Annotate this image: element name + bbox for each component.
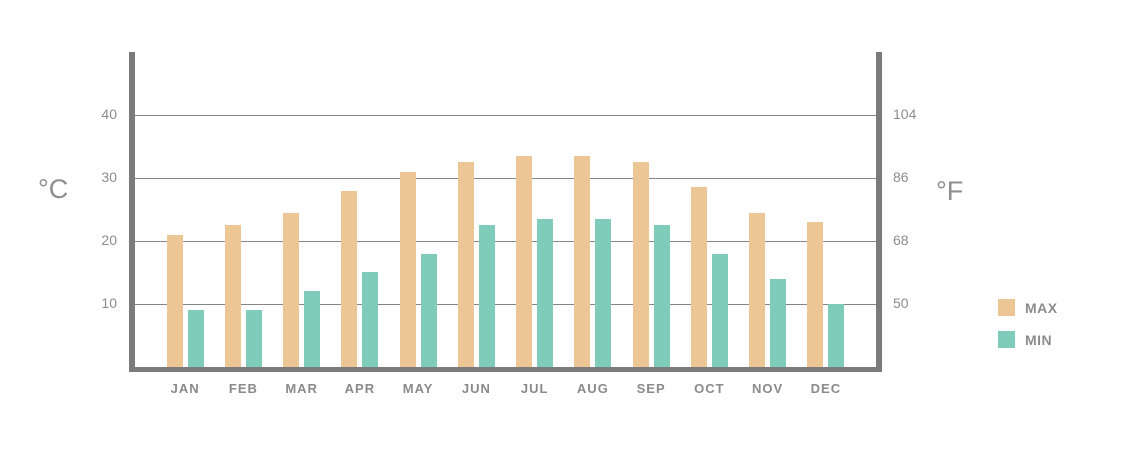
left-axis-spine bbox=[129, 52, 135, 372]
month-label-dec: DEC bbox=[810, 381, 842, 396]
bar-min-jan bbox=[187, 310, 204, 367]
legend-item-max: MAX bbox=[998, 299, 1058, 316]
bar-max-dec bbox=[807, 222, 824, 367]
bar-group-jul bbox=[506, 52, 564, 367]
celsius-tick-30: 30 bbox=[101, 169, 117, 185]
gridline-30 bbox=[135, 178, 876, 179]
min-legend-label: MIN bbox=[1025, 331, 1053, 348]
bar-min-dec bbox=[828, 304, 845, 367]
bar-max-apr bbox=[341, 191, 358, 367]
celsius-tick-20: 20 bbox=[101, 232, 117, 248]
celsius-tick-10: 10 bbox=[101, 295, 117, 311]
month-label-sep: SEP bbox=[636, 381, 666, 396]
celsius-axis-unit-label: °C bbox=[38, 174, 69, 204]
bar-group-may bbox=[389, 52, 447, 367]
bar-max-jan bbox=[166, 235, 183, 367]
bar-min-mar bbox=[304, 291, 321, 367]
bar-min-jul bbox=[537, 219, 554, 367]
bar-max-feb bbox=[224, 225, 241, 367]
bar-max-oct bbox=[690, 187, 707, 367]
bar-group-sep bbox=[622, 52, 680, 367]
fahrenheit-tick-86: 86 bbox=[893, 169, 909, 185]
month-label-oct: OCT bbox=[694, 381, 725, 396]
celsius-tick-40: 40 bbox=[101, 106, 117, 122]
bar-group-aug bbox=[564, 52, 622, 367]
month-label-jun: JUN bbox=[461, 381, 491, 396]
bar-min-feb bbox=[245, 310, 262, 367]
month-label-mar: MAR bbox=[285, 381, 318, 396]
bar-group-dec bbox=[797, 52, 855, 367]
bar-max-may bbox=[399, 172, 416, 367]
month-labels-row: JAN FEB MAR APR MAY JUN JUL AUG SEP OCT NOV DEC bbox=[135, 381, 876, 399]
bar-group-nov bbox=[739, 52, 797, 367]
bar-group-jan bbox=[156, 52, 214, 367]
bar-min-apr bbox=[362, 272, 379, 367]
bar-max-jul bbox=[516, 156, 533, 367]
month-label-apr: APR bbox=[344, 381, 376, 396]
bottom-axis-spine bbox=[129, 367, 882, 372]
bar-group-feb bbox=[214, 52, 272, 367]
bar-group-apr bbox=[331, 52, 389, 367]
bar-max-nov bbox=[749, 213, 766, 367]
bar-group-oct bbox=[680, 52, 738, 367]
bar-max-jun bbox=[457, 162, 474, 367]
bar-min-oct bbox=[711, 254, 728, 367]
month-label-may: MAY bbox=[402, 381, 434, 396]
gridline-10 bbox=[135, 304, 876, 305]
fahrenheit-tick-104: 104 bbox=[893, 106, 917, 122]
bar-max-mar bbox=[283, 213, 300, 367]
fahrenheit-axis-unit-label: °F bbox=[936, 176, 964, 206]
fahrenheit-tick-50: 50 bbox=[893, 295, 909, 311]
gridline-40 bbox=[135, 115, 876, 116]
legend-item-min: MIN bbox=[998, 331, 1058, 348]
month-label-nov: NOV bbox=[752, 381, 784, 396]
fahrenheit-tick-68: 68 bbox=[893, 232, 909, 248]
bar-min-nov bbox=[770, 279, 787, 367]
bar-group-mar bbox=[273, 52, 331, 367]
right-axis-spine bbox=[876, 52, 882, 372]
month-label-jul: JUL bbox=[520, 381, 549, 396]
bar-group-jun bbox=[447, 52, 505, 367]
month-label-jan: JAN bbox=[170, 381, 200, 396]
max-legend-label: MAX bbox=[1025, 299, 1058, 316]
min-legend-swatch bbox=[998, 331, 1015, 348]
bar-min-jun bbox=[478, 225, 495, 367]
bar-max-sep bbox=[632, 162, 649, 367]
legend: MAX MIN bbox=[998, 299, 1058, 348]
month-label-feb: FEB bbox=[228, 381, 258, 396]
bars-layer bbox=[135, 52, 876, 367]
gridline-20 bbox=[135, 241, 876, 242]
bar-min-may bbox=[420, 254, 437, 367]
bar-max-aug bbox=[574, 156, 591, 367]
month-label-aug: AUG bbox=[576, 381, 609, 396]
bar-min-aug bbox=[595, 219, 612, 367]
bar-min-sep bbox=[653, 225, 670, 367]
max-legend-swatch bbox=[998, 299, 1015, 316]
